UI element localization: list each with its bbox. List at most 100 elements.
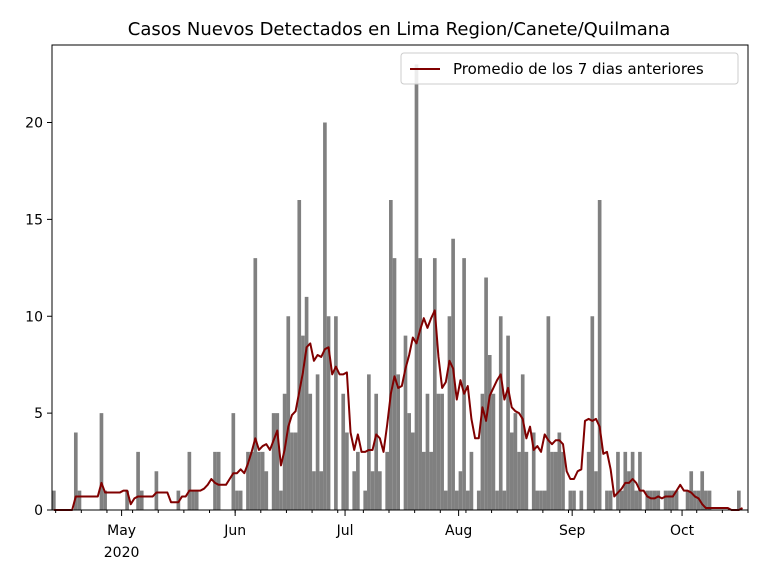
bar <box>608 490 613 510</box>
bar <box>572 490 576 510</box>
bar <box>319 471 324 510</box>
chart-title: Casos Nuevos Detectados en Lima Region/C… <box>128 19 670 40</box>
bar <box>443 490 448 510</box>
moving-average-line <box>53 309 743 511</box>
bar <box>630 451 635 510</box>
bar <box>410 432 415 510</box>
bar <box>297 200 302 510</box>
bar <box>249 451 254 510</box>
legend: Promedio de los 7 dias anteriores <box>400 52 739 85</box>
bar <box>363 490 368 510</box>
bar <box>432 258 437 510</box>
bar <box>136 451 140 510</box>
bar <box>649 490 653 510</box>
bar <box>546 316 551 510</box>
bar <box>308 393 313 510</box>
bar <box>315 374 320 510</box>
bar <box>619 490 624 510</box>
bar <box>487 355 492 510</box>
bar <box>542 490 547 510</box>
x-tick-sublabel: 2020 <box>104 545 140 561</box>
bar <box>568 490 573 510</box>
bar <box>440 393 444 510</box>
bar <box>638 451 642 510</box>
bar <box>99 413 104 510</box>
bar <box>480 393 485 510</box>
bar <box>436 393 441 510</box>
bar <box>517 451 521 510</box>
bars-group <box>52 64 741 510</box>
bar <box>674 490 679 510</box>
bar <box>396 374 400 510</box>
x-tick-label: Sep <box>559 523 586 539</box>
bar <box>414 64 419 510</box>
x-tick-label: Oct <box>670 523 695 539</box>
bar <box>425 393 430 510</box>
bar <box>550 451 554 510</box>
bar <box>447 316 452 510</box>
bar <box>260 451 265 510</box>
bar <box>264 471 269 510</box>
bar <box>509 432 514 510</box>
bar <box>495 490 499 510</box>
bar <box>290 432 294 510</box>
bar <box>378 471 382 510</box>
bar <box>139 490 144 510</box>
bar <box>154 471 159 510</box>
bar <box>73 432 78 510</box>
bar <box>553 451 558 510</box>
bar <box>301 335 305 510</box>
bar <box>385 451 390 510</box>
bar <box>645 490 650 510</box>
bar <box>429 451 433 510</box>
bar <box>539 490 543 510</box>
bar <box>389 200 393 510</box>
bar <box>693 490 697 510</box>
bar <box>323 122 327 510</box>
bar <box>454 490 459 510</box>
y-tick-label: 0 <box>34 503 43 519</box>
bar <box>462 258 466 510</box>
bar <box>103 490 107 510</box>
bar <box>685 490 690 510</box>
bar <box>634 490 639 510</box>
line-group <box>53 309 743 511</box>
bar <box>257 451 261 510</box>
bar <box>506 335 510 510</box>
bar <box>293 432 298 510</box>
bar <box>341 393 346 510</box>
bar <box>191 490 195 510</box>
bar <box>465 490 470 510</box>
bar <box>216 451 221 510</box>
bar <box>520 374 525 510</box>
bar <box>286 316 291 510</box>
y-tick-label: 15 <box>25 212 43 228</box>
bar <box>513 413 518 510</box>
bar <box>231 413 236 510</box>
bar <box>605 490 609 510</box>
bar <box>392 258 397 510</box>
bar <box>352 471 357 510</box>
bar <box>458 471 463 510</box>
legend-label: Promedio de los 7 dias anteriores <box>453 60 704 78</box>
bar <box>498 316 503 510</box>
bar <box>304 296 309 510</box>
bar <box>696 490 701 510</box>
bar <box>586 451 591 510</box>
bar <box>700 471 705 510</box>
bar <box>491 393 496 510</box>
bar <box>235 490 239 510</box>
bar <box>627 471 631 510</box>
bar <box>502 490 507 510</box>
bar <box>312 471 316 510</box>
bar <box>271 413 276 510</box>
bar <box>594 471 598 510</box>
bar <box>418 258 422 510</box>
bar <box>326 316 331 510</box>
bar <box>125 490 129 510</box>
bar <box>370 471 375 510</box>
y-tick-label: 20 <box>25 116 43 132</box>
bar <box>707 490 712 510</box>
bar <box>561 451 565 510</box>
